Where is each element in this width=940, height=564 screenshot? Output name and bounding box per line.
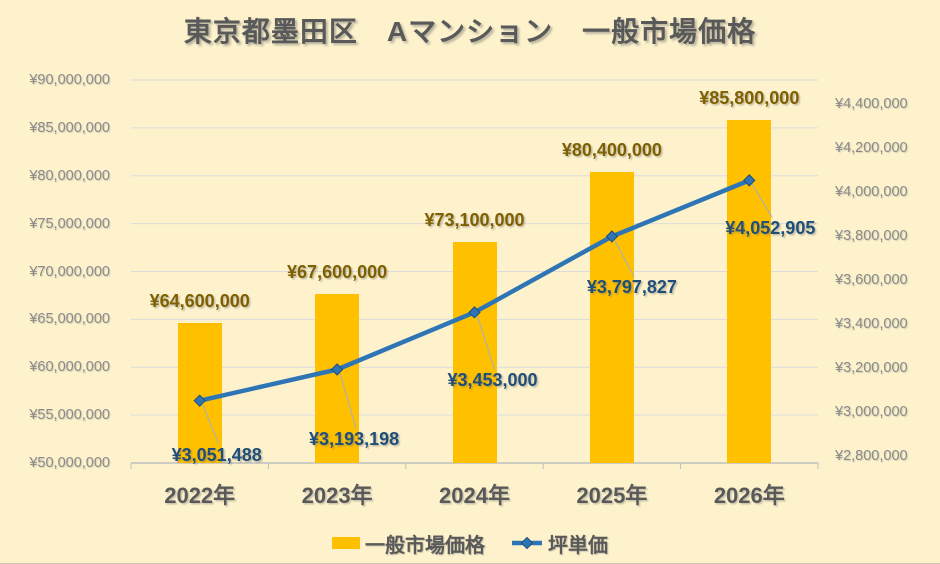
left-axis-tick-label: ¥60,000,000	[29, 359, 110, 376]
right-axis-tick-label: ¥3,200,000	[835, 360, 908, 376]
x-axis-label-2026年: 2026年	[713, 483, 785, 508]
right-axis-tick-label: ¥3,000,000	[835, 404, 908, 420]
line-series-marker-icon	[511, 536, 543, 550]
x-axis-label-2024年: 2024年	[439, 483, 510, 508]
line-value-label: ¥3,797,827	[586, 277, 677, 298]
bar-value-label: ¥73,100,000	[424, 209, 525, 230]
right-axis-tick-label: ¥4,000,000	[835, 184, 908, 200]
line-value-label: ¥3,453,000	[447, 370, 538, 391]
bar-series-swatch-icon	[332, 537, 360, 549]
left-axis-tick-label: ¥85,000,000	[29, 119, 110, 136]
bar-2026年	[727, 120, 772, 463]
bar-value-label: ¥64,600,000	[149, 291, 250, 312]
bar-value-label: ¥80,400,000	[561, 139, 662, 160]
x-axis-label-2023年: 2023年	[301, 483, 373, 508]
chart-title: 東京都墨田区 Aマンション 一般市場価格	[183, 16, 757, 47]
left-axis-tick-label: ¥65,000,000	[29, 311, 110, 328]
left-axis-tick-label: ¥50,000,000	[29, 455, 110, 471]
bar-2024年	[452, 241, 497, 463]
right-axis-tick-label: ¥4,200,000	[835, 140, 908, 156]
line-value-label: ¥3,051,488	[171, 444, 262, 465]
bar-2025年	[589, 171, 634, 463]
bar-value-label: ¥85,800,000	[699, 88, 800, 109]
left-axis-tick-label: ¥80,000,000	[29, 167, 110, 184]
right-axis-tick-label: ¥3,400,000	[835, 316, 908, 332]
left-axis-tick-label: ¥70,000,000	[29, 263, 110, 280]
x-axis-label-2025年: 2025年	[576, 483, 648, 508]
legend-line-label: 坪単価	[548, 534, 608, 557]
right-axis-tick-label: ¥2,800,000	[835, 448, 908, 464]
left-axis-tick-label: ¥55,000,000	[29, 407, 110, 424]
legend-bar-label: 一般市場価格	[365, 534, 485, 557]
right-axis-tick-label: ¥3,600,000	[835, 272, 908, 288]
x-axis-label-2022年: 2022年	[164, 483, 236, 508]
left-axis-tick-label: ¥75,000,000	[29, 215, 110, 232]
right-axis-tick-label: ¥3,800,000	[835, 228, 908, 244]
line-value-label: ¥4,052,905	[725, 218, 816, 239]
legend-item-line: 坪単価	[511, 529, 608, 558]
left-axis-tick-label: ¥90,000,000	[29, 72, 110, 88]
chart-legend: 一般市場価格 坪単価	[0, 528, 940, 558]
legend-item-bar: 一般市場価格	[332, 529, 485, 558]
bar-value-label: ¥67,600,000	[287, 262, 388, 283]
line-value-label: ¥3,193,198	[309, 429, 400, 450]
right-axis-tick-label: ¥4,400,000	[835, 96, 908, 112]
